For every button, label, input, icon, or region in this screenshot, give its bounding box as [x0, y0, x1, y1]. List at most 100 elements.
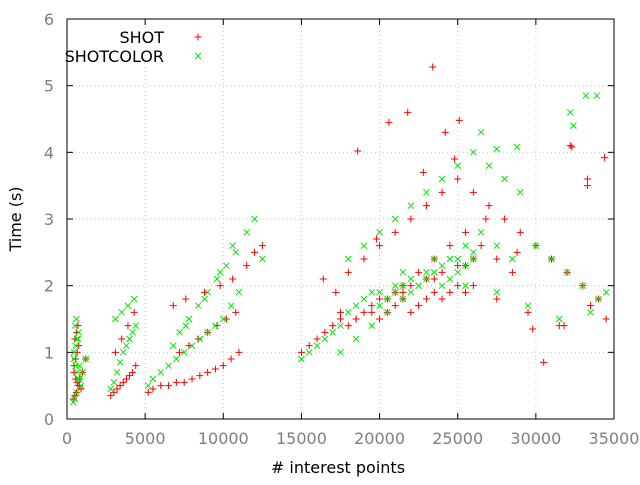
data-point — [70, 348, 78, 356]
data-point — [391, 228, 399, 236]
data-point — [423, 188, 430, 196]
data-point — [482, 215, 490, 223]
data-point — [446, 275, 454, 283]
data-point — [110, 378, 118, 386]
data-point — [469, 248, 477, 256]
data-point — [368, 322, 376, 330]
data-point — [513, 248, 521, 256]
data-point — [391, 215, 399, 223]
data-point — [430, 275, 438, 283]
data-point — [196, 335, 204, 343]
data-point — [110, 388, 118, 396]
data-point — [188, 342, 196, 350]
data-point — [69, 395, 77, 403]
data-point — [462, 242, 469, 250]
data-point — [216, 268, 224, 276]
data-point — [216, 282, 224, 290]
data-point — [116, 358, 124, 366]
data-point — [376, 288, 383, 296]
data-point — [305, 342, 313, 350]
data-point — [407, 202, 415, 210]
data-point — [454, 268, 462, 276]
data-point — [532, 242, 540, 250]
data-point — [462, 288, 470, 296]
data-point — [352, 315, 360, 323]
data-point — [144, 388, 152, 396]
data-point — [232, 308, 240, 316]
data-point — [593, 92, 601, 100]
data-point — [212, 322, 219, 330]
data-point — [352, 335, 360, 343]
data-point — [493, 255, 501, 263]
data-point — [376, 302, 383, 310]
data-point — [415, 282, 422, 290]
data-point — [422, 295, 430, 303]
data-point — [321, 335, 329, 343]
x-axis-ticks: 0 5000 10000 15000 20000 25000 30000 35000 — [62, 19, 639, 448]
data-point — [132, 322, 140, 330]
data-point — [529, 325, 537, 333]
data-point — [204, 368, 212, 376]
data-point — [501, 175, 508, 183]
data-point — [454, 282, 462, 290]
data-point — [235, 288, 243, 296]
data-point — [223, 262, 230, 270]
data-point — [107, 385, 115, 393]
data-point — [601, 154, 609, 162]
data-point — [454, 175, 462, 183]
data-point — [313, 342, 321, 350]
data-point — [568, 143, 576, 151]
x-tick-label: 20000 — [354, 429, 405, 448]
data-point — [219, 362, 227, 370]
data-point — [118, 308, 126, 316]
data-point — [430, 268, 438, 276]
data-point — [469, 188, 477, 196]
data-point — [321, 328, 329, 336]
data-point — [204, 328, 212, 336]
data-point — [438, 282, 446, 290]
data-point — [305, 348, 313, 356]
data-point — [77, 382, 85, 390]
data-point — [79, 368, 86, 376]
data-point — [72, 362, 79, 370]
data-point — [73, 388, 80, 396]
data-point — [126, 372, 134, 380]
data-point — [360, 308, 368, 316]
data-point — [74, 375, 82, 383]
data-point — [399, 282, 407, 290]
x-tick-label: 15000 — [276, 429, 327, 448]
data-point — [462, 228, 470, 236]
data-point — [329, 322, 337, 330]
data-point — [75, 328, 83, 336]
legend-symbol — [194, 52, 202, 60]
data-point — [172, 378, 180, 386]
data-point — [548, 255, 555, 263]
data-point — [493, 145, 501, 153]
data-point — [469, 148, 477, 156]
data-point — [329, 328, 337, 336]
data-point — [165, 382, 173, 390]
data-point — [227, 302, 235, 310]
data-point — [384, 295, 391, 303]
data-point — [454, 255, 462, 263]
data-point — [73, 315, 80, 323]
data-point — [201, 288, 209, 296]
data-point — [563, 268, 571, 276]
data-point — [560, 322, 568, 330]
data-point — [454, 262, 462, 270]
legend-symbol — [194, 33, 202, 41]
data-point — [446, 288, 454, 296]
data-point — [419, 168, 427, 176]
data-point — [493, 288, 501, 296]
data-point — [75, 342, 83, 350]
data-point — [595, 295, 602, 303]
data-point — [376, 242, 384, 250]
data-point — [213, 275, 221, 283]
data-point — [298, 355, 305, 363]
data-point — [182, 295, 190, 303]
data-point — [229, 275, 237, 283]
y-axis-label: Time (s) — [6, 186, 25, 252]
data-point — [391, 288, 399, 296]
data-point — [399, 268, 407, 276]
data-point — [76, 382, 84, 390]
